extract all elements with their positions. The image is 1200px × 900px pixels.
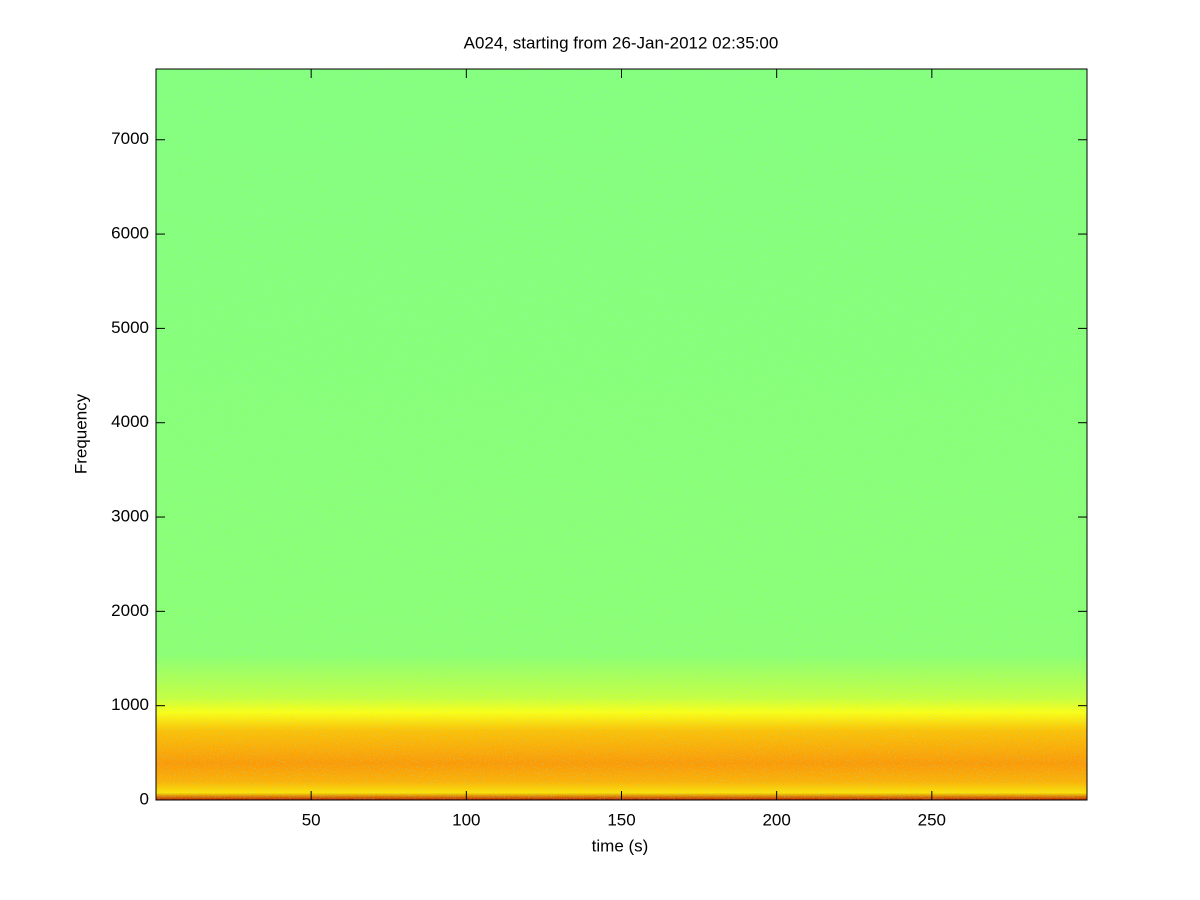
y-tick-label: 6000 (111, 224, 149, 243)
y-tick-label: 3000 (111, 507, 149, 526)
y-tick-label: 2000 (111, 601, 149, 620)
chart-title: A024, starting from 26-Jan-2012 02:35:00 (464, 33, 779, 52)
y-axis-label: Frequency (71, 393, 90, 474)
y-tick-label: 7000 (111, 129, 149, 148)
spectrogram-noise (156, 69, 1087, 800)
x-tick-label: 50 (302, 810, 321, 829)
y-tick-label: 4000 (111, 412, 149, 431)
x-axis-label: time (s) (592, 836, 649, 855)
x-tick-label: 250 (918, 810, 946, 829)
y-tick-label: 1000 (111, 695, 149, 714)
y-tick-label: 0 (140, 789, 149, 808)
x-tick-label: 150 (607, 810, 635, 829)
x-tick-label: 100 (452, 810, 480, 829)
x-tick-label: 200 (762, 810, 790, 829)
y-tick-label: 5000 (111, 318, 149, 337)
